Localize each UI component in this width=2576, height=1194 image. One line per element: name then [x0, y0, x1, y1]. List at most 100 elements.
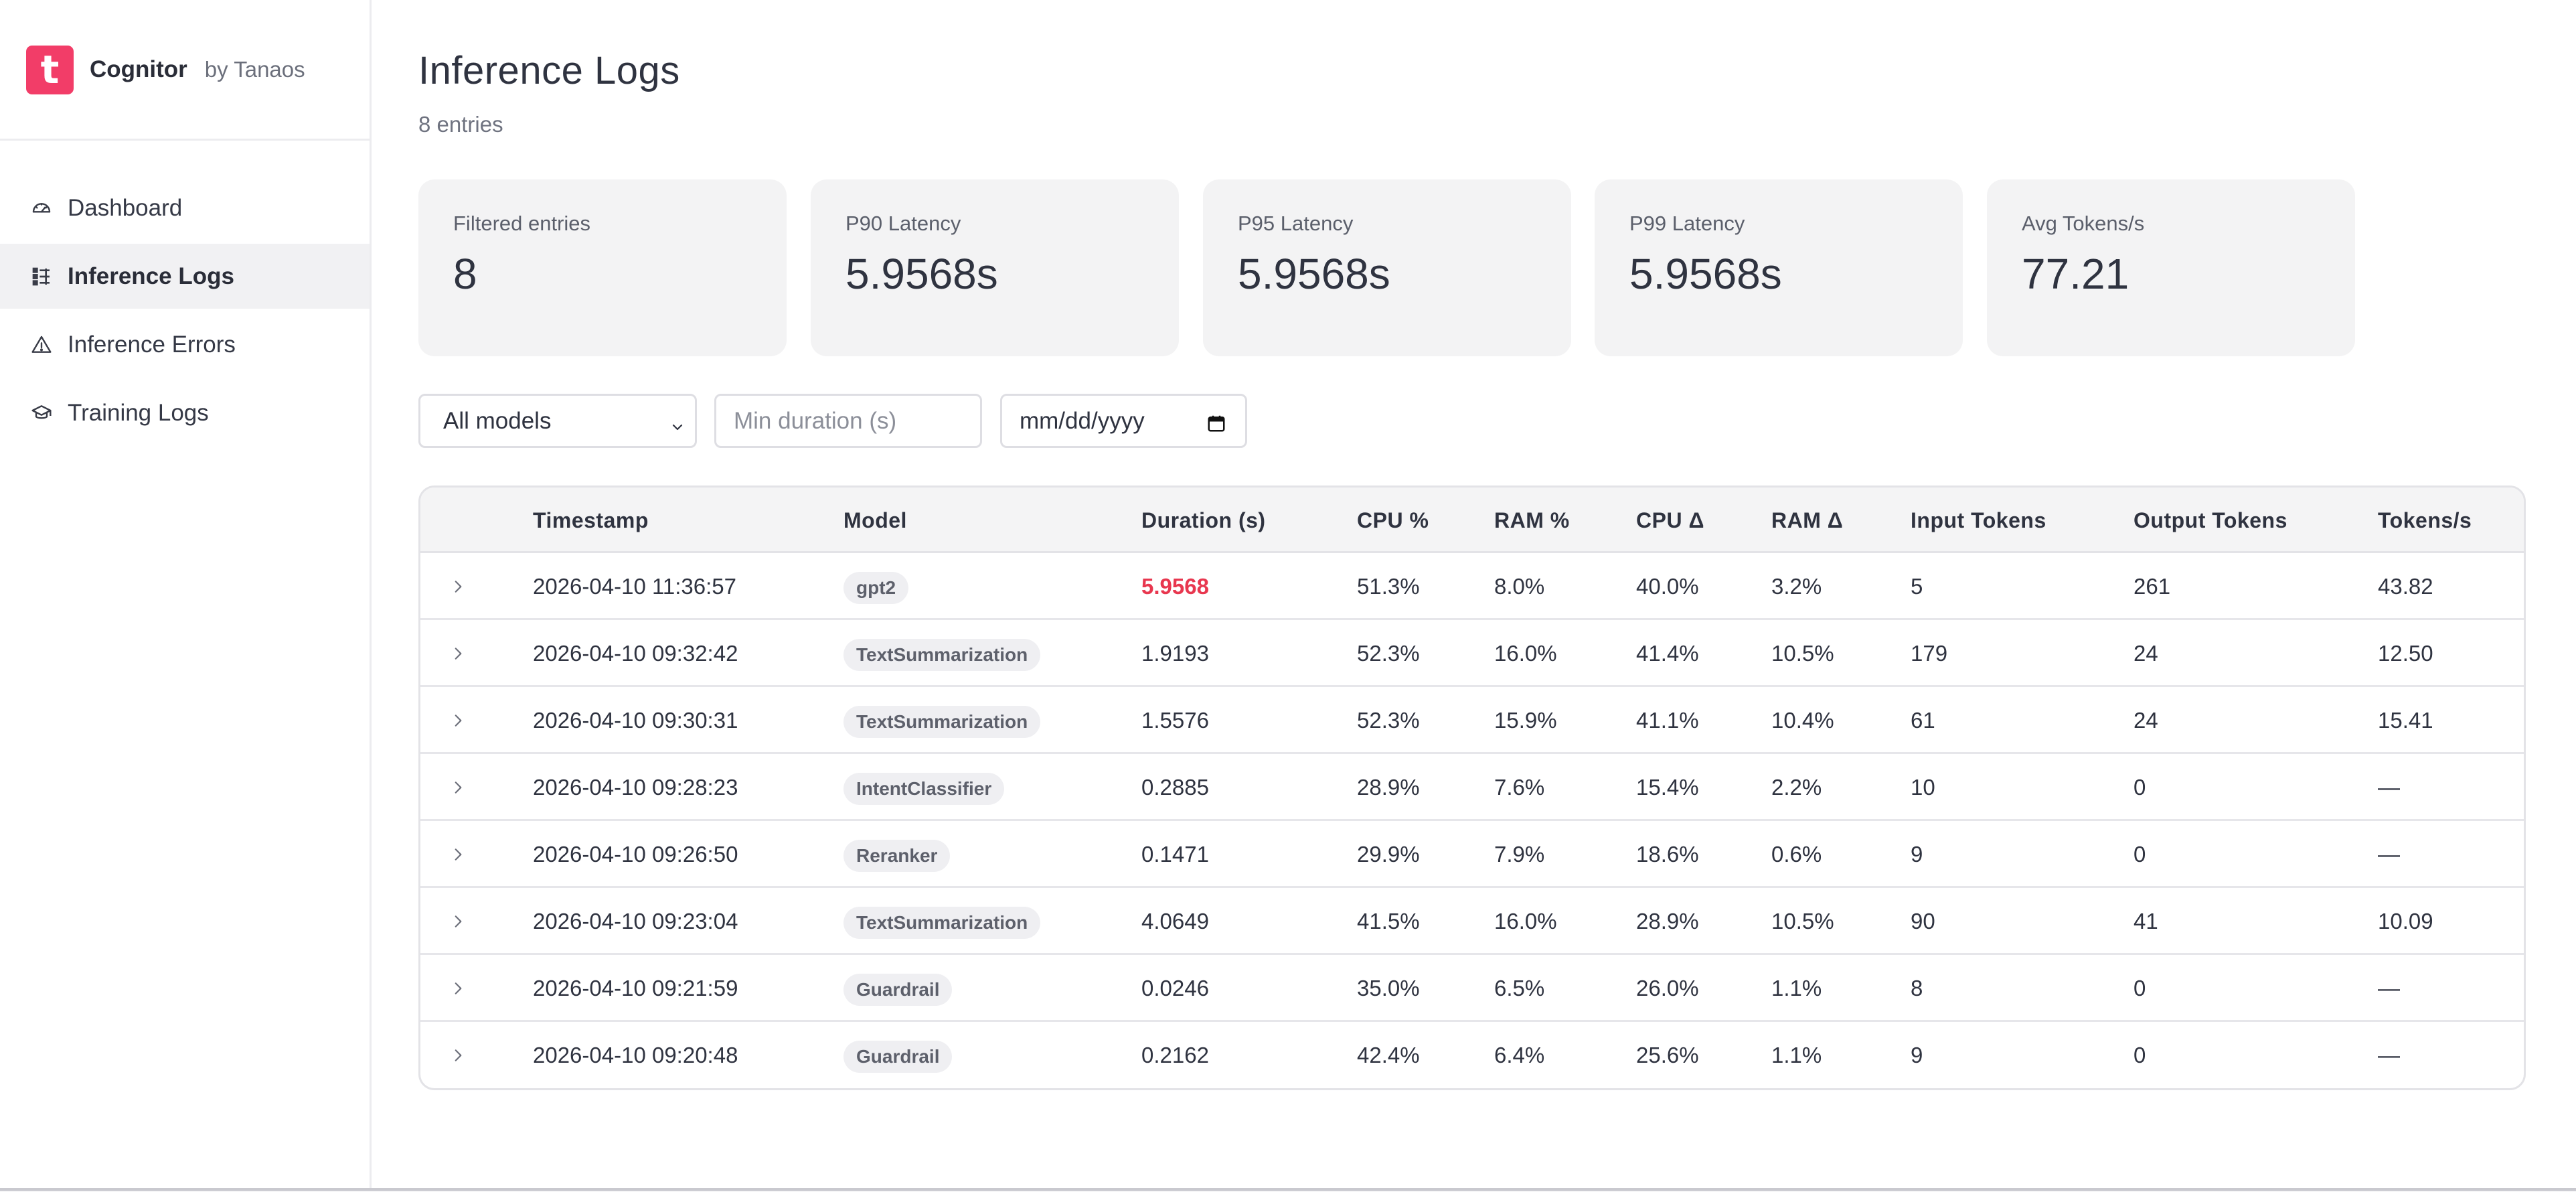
- cell-cpu: 42.4%: [1357, 1043, 1420, 1067]
- cell-duration: 0.0246: [1141, 976, 1209, 1000]
- chevron-right-icon[interactable]: [446, 1043, 470, 1067]
- cell-tokens-per-s: 12.50: [2378, 641, 2433, 666]
- cell-ram: 6.5%: [1494, 976, 1545, 1000]
- stat-value: 8: [453, 250, 477, 298]
- cell-duration: 0.2885: [1141, 775, 1209, 800]
- stat-value: 5.9568s: [846, 250, 998, 298]
- cell-input-tokens: 179: [1911, 641, 1948, 666]
- cell-duration: 5.9568: [1141, 574, 1209, 599]
- model-select-value: All models: [443, 407, 552, 434]
- graduation-cap-icon: [30, 402, 53, 425]
- cell-cpu-delta: 26.0%: [1636, 976, 1699, 1000]
- cell-input-tokens: 9: [1911, 1043, 1923, 1067]
- cell-duration: 1.9193: [1141, 641, 1209, 666]
- brand[interactable]: t Cognitor by Tanaos: [26, 44, 305, 95]
- column-header-ram-delta[interactable]: RAM Δ: [1771, 508, 1844, 532]
- table-row[interactable]: 2026-04-10 11:36:57 gpt2 5.9568 51.3% 8.0% 40…: [420, 553, 2524, 620]
- table-row[interactable]: 2026-04-10 09:26:50 Reranker 0.1471 29.9% 7.…: [420, 821, 2524, 888]
- column-header-input-tokens[interactable]: Input Tokens: [1911, 508, 2046, 532]
- cell-output-tokens: 261: [2134, 574, 2171, 599]
- column-header-output-tokens[interactable]: Output Tokens: [2134, 508, 2287, 532]
- sidebar-item-dashboard[interactable]: Dashboard: [0, 175, 370, 240]
- cell-model: Guardrail: [843, 1022, 953, 1088]
- cell-timestamp: 2026-04-10 09:23:04: [533, 909, 738, 934]
- cell-cpu: 51.3%: [1357, 574, 1420, 599]
- table-row[interactable]: 2026-04-10 09:32:42 TextSummarization 1.91…: [420, 620, 2524, 687]
- cell-cpu-delta: 40.0%: [1636, 574, 1699, 599]
- sidebar-item-training-logs[interactable]: Training Logs: [0, 380, 370, 445]
- cell-timestamp: 2026-04-10 09:20:48: [533, 1043, 738, 1067]
- model-badge: TextSummarization: [843, 639, 1041, 672]
- calendar-icon[interactable]: [1206, 413, 1226, 439]
- cell-cpu-delta: 41.1%: [1636, 708, 1699, 733]
- chevron-right-icon[interactable]: [446, 976, 470, 1000]
- cell-output-tokens: 24: [2134, 708, 2158, 733]
- min-duration-input[interactable]: Min duration (s): [714, 394, 982, 448]
- cell-cpu: 52.3%: [1357, 641, 1420, 666]
- table-row[interactable]: 2026-04-10 09:20:48 Guardrail 0.2162 42.4% 6…: [420, 1022, 2524, 1088]
- cell-input-tokens: 8: [1911, 976, 1923, 1000]
- cell-ram-delta: 1.1%: [1771, 976, 1822, 1000]
- chevron-right-icon[interactable]: [446, 842, 470, 867]
- column-header-tokens-per-s[interactable]: Tokens/s: [2378, 508, 2472, 532]
- cell-cpu: 29.9%: [1357, 842, 1420, 867]
- chevron-right-icon[interactable]: [446, 708, 470, 733]
- column-header-model[interactable]: Model: [843, 508, 907, 532]
- table-row[interactable]: 2026-04-10 09:28:23 IntentClassifier 0.288…: [420, 754, 2524, 821]
- column-header-timestamp[interactable]: Timestamp: [533, 508, 649, 532]
- stat-label: P90 Latency: [846, 212, 961, 235]
- cell-cpu: 28.9%: [1357, 775, 1420, 800]
- model-badge: Guardrail: [843, 974, 953, 1006]
- chevron-right-icon[interactable]: [446, 642, 470, 666]
- cell-ram: 16.0%: [1494, 909, 1557, 934]
- cell-output-tokens: 24: [2134, 641, 2158, 666]
- model-badge: gpt2: [843, 572, 909, 605]
- cell-ram-delta: 2.2%: [1771, 775, 1822, 800]
- table-row[interactable]: 2026-04-10 09:30:31 TextSummarization 1.55…: [420, 687, 2524, 754]
- window-bottom-edge: [0, 1188, 2576, 1191]
- cell-output-tokens: 0: [2134, 1043, 2146, 1067]
- cell-cpu-delta: 25.6%: [1636, 1043, 1699, 1067]
- date-placeholder: mm/dd/yyyy: [1020, 407, 1145, 434]
- model-select[interactable]: All models: [418, 394, 697, 448]
- sidebar-divider: [0, 139, 370, 141]
- brand-by: by Tanaos: [204, 57, 305, 82]
- sidebar-item-label: Inference Errors: [68, 331, 236, 358]
- date-input[interactable]: mm/dd/yyyy: [1000, 394, 1247, 448]
- sidebar-item-inference-errors[interactable]: Inference Errors: [0, 312, 370, 377]
- cell-timestamp: 2026-04-10 11:36:57: [533, 574, 736, 599]
- inference-logs-table: Timestamp Model Duration (s) CPU % RAM %…: [418, 486, 2526, 1090]
- chevron-right-icon[interactable]: [446, 575, 470, 599]
- stat-value: 5.9568s: [1629, 250, 1782, 298]
- cell-input-tokens: 5: [1911, 574, 1923, 599]
- cell-model: TextSummarization: [843, 888, 1041, 955]
- cell-timestamp: 2026-04-10 09:30:31: [533, 708, 738, 733]
- warning-icon: [30, 333, 53, 356]
- chevron-down-icon: [669, 415, 686, 441]
- cell-tokens-per-s: —: [2378, 842, 2400, 867]
- cell-cpu: 52.3%: [1357, 708, 1420, 733]
- column-header-duration[interactable]: Duration (s): [1141, 508, 1266, 532]
- brand-logo: t: [26, 45, 74, 94]
- cell-timestamp: 2026-04-10 09:21:59: [533, 976, 738, 1000]
- cell-output-tokens: 41: [2134, 909, 2158, 934]
- cell-tokens-per-s: —: [2378, 775, 2400, 800]
- sidebar-item-inference-logs[interactable]: Inference Logs: [0, 244, 370, 309]
- column-header-cpu-delta[interactable]: CPU Δ: [1636, 508, 1704, 532]
- cell-tokens-per-s: 10.09: [2378, 909, 2433, 934]
- column-header-cpu[interactable]: CPU %: [1357, 508, 1429, 532]
- cell-input-tokens: 9: [1911, 842, 1923, 867]
- column-header-ram[interactable]: RAM %: [1494, 508, 1570, 532]
- stat-card-p95-latency: P95 Latency 5.9568s: [1203, 179, 1571, 356]
- cell-model: Guardrail: [843, 955, 953, 1022]
- cell-model: IntentClassifier: [843, 754, 1005, 821]
- chevron-right-icon[interactable]: [446, 775, 470, 800]
- table-row[interactable]: 2026-04-10 09:21:59 Guardrail 0.0246 35.0% 6…: [420, 955, 2524, 1022]
- stat-card-p90-latency: P90 Latency 5.9568s: [811, 179, 1179, 356]
- gauge-icon: [30, 197, 53, 220]
- model-badge: IntentClassifier: [843, 773, 1005, 806]
- chevron-right-icon[interactable]: [446, 909, 470, 934]
- stat-label: P99 Latency: [1629, 212, 1745, 235]
- stat-label: Avg Tokens/s: [2022, 212, 2145, 235]
- table-row[interactable]: 2026-04-10 09:23:04 TextSummarization 4.06…: [420, 888, 2524, 955]
